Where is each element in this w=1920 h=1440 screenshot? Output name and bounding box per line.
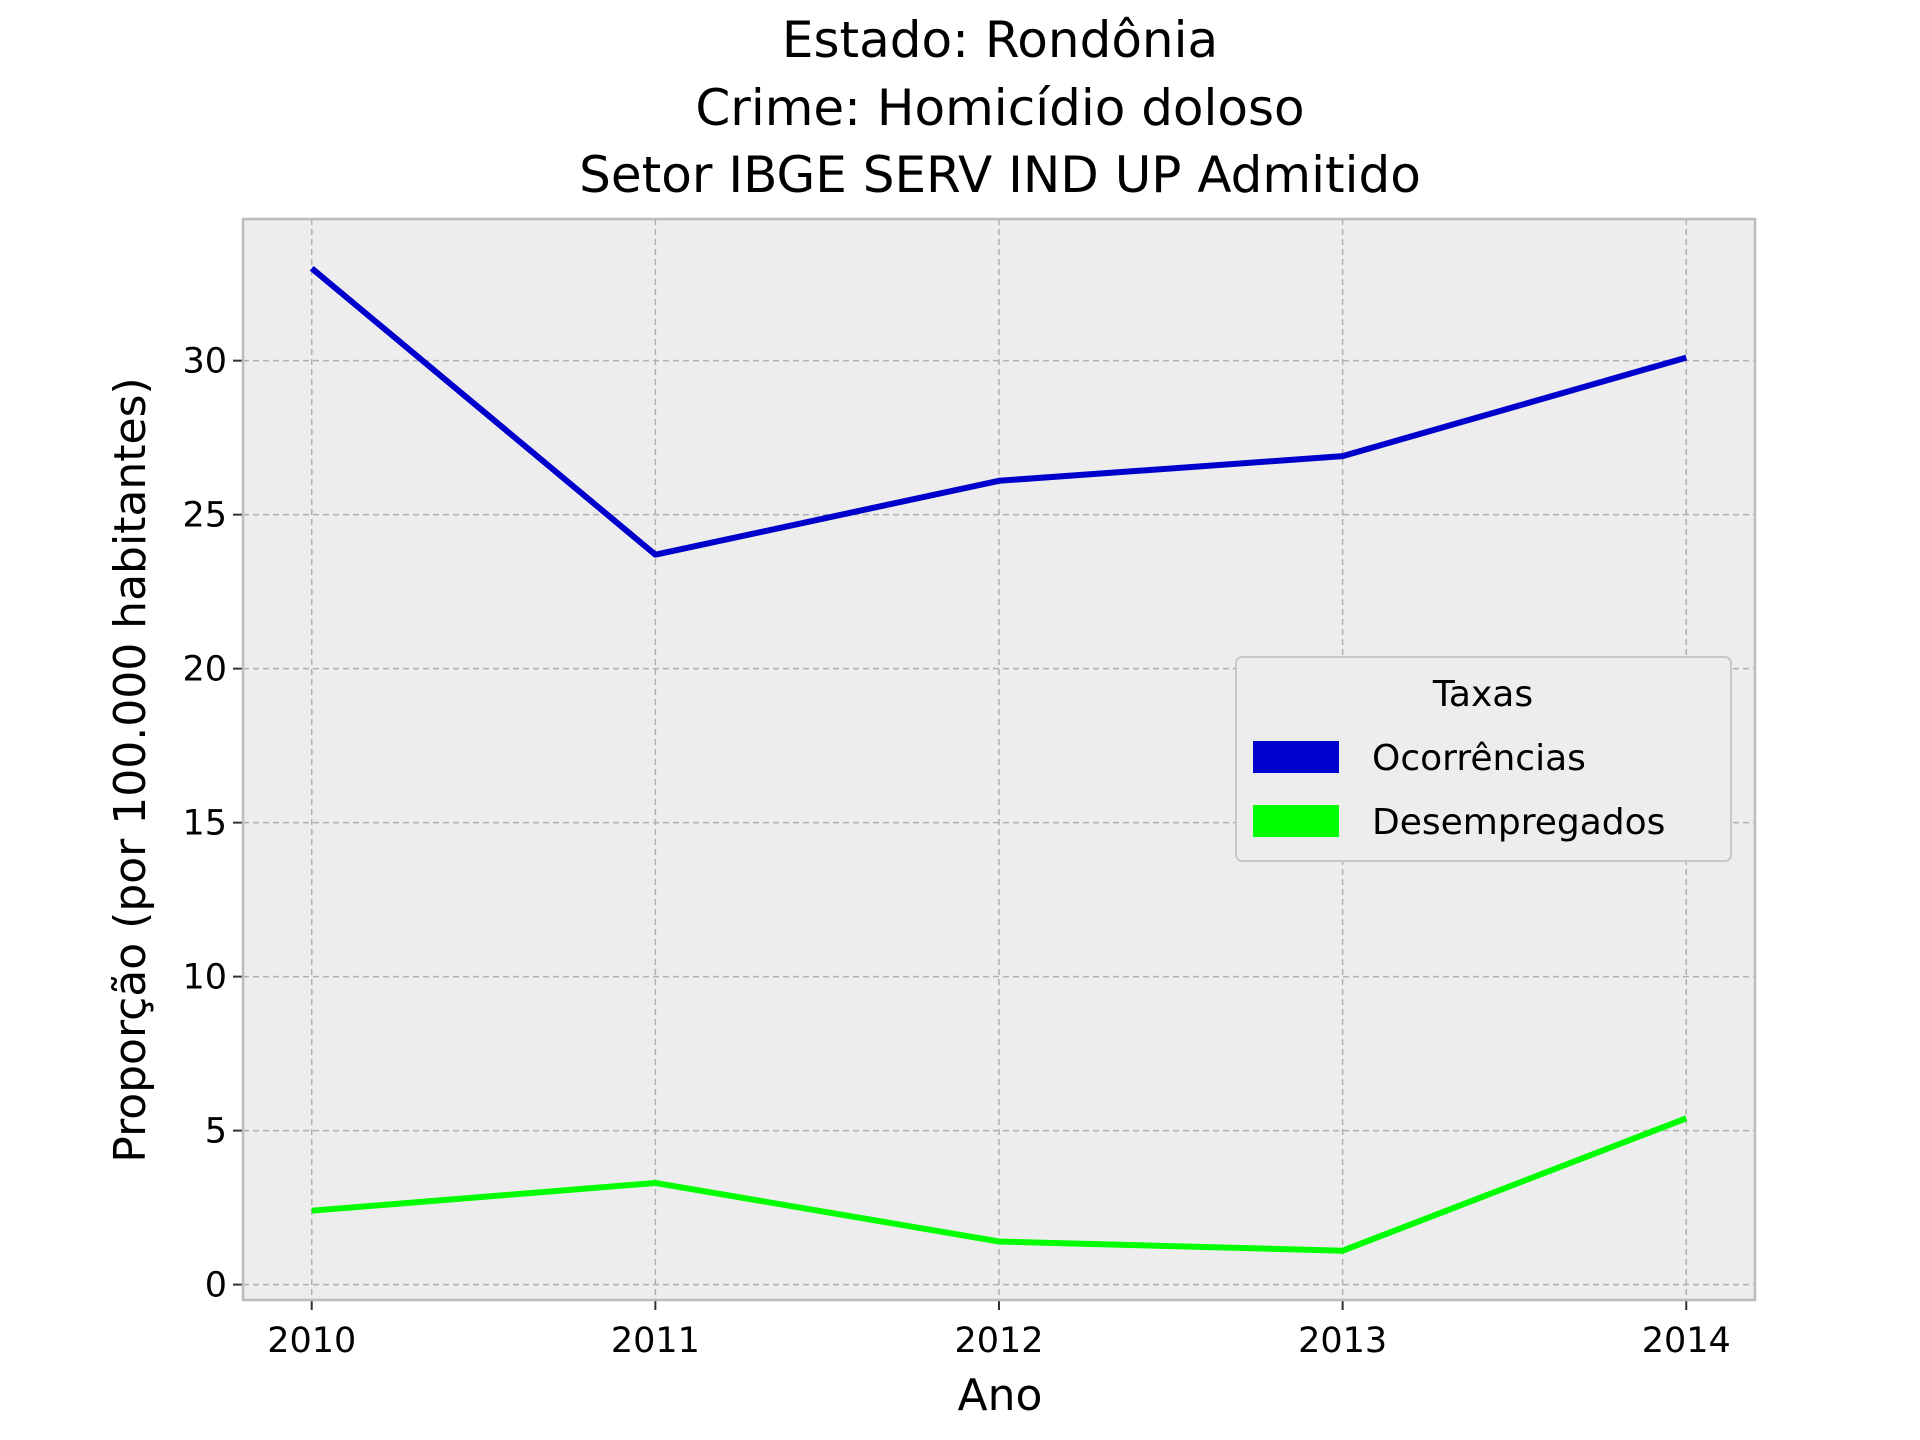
legend-title: Taxas — [1432, 674, 1533, 715]
legend-label-desempregados: Desempregados — [1372, 802, 1665, 843]
x-tick-label: 2010 — [267, 1321, 356, 1361]
x-tick-label: 2011 — [611, 1321, 700, 1361]
title-line-2: Crime: Homicídio doloso — [695, 79, 1304, 137]
title-line-1: Estado: Rondônia — [782, 11, 1218, 69]
y-tick-label: 10 — [182, 958, 227, 998]
title-line-3: Setor IBGE SERV IND UP Admitido — [579, 146, 1421, 204]
y-tick-label: 30 — [182, 342, 227, 382]
y-axis-label: Proporção (por 100.000 habitantes) — [105, 377, 156, 1162]
series-lines — [309, 265, 1688, 1254]
legend-swatch-desempregados — [1253, 805, 1339, 837]
series-line-desempregados — [311, 1115, 1688, 1254]
y-tick-label: 25 — [182, 496, 227, 536]
series-line-ocorrencias — [309, 265, 1688, 558]
x-tick-label: 2014 — [1642, 1321, 1731, 1361]
plot-frame — [241, 217, 1757, 1302]
legend-box — [1235, 656, 1732, 862]
y-tick-label: 15 — [182, 804, 227, 844]
legend-label-ocorrencias: Ocorrências — [1372, 738, 1586, 779]
x-axis-label: Ano — [958, 1370, 1043, 1421]
y-tick-label: 5 — [205, 1112, 227, 1152]
chart-title: Estado: Rondônia Crime: Homicídio doloso… — [579, 11, 1421, 204]
x-tick-label: 2012 — [954, 1321, 1043, 1361]
legend-swatch-ocorrencias — [1253, 741, 1339, 773]
x-tick-label: 2013 — [1298, 1321, 1387, 1361]
axis-ticks: 2010 2011 2012 2013 2014 0 5 10 15 20 25 30 — [182, 342, 1730, 1361]
y-tick-label: 0 — [205, 1266, 227, 1306]
legend: Taxas Ocorrências Desempregados — [1235, 656, 1732, 862]
y-tick-label: 20 — [182, 650, 227, 690]
